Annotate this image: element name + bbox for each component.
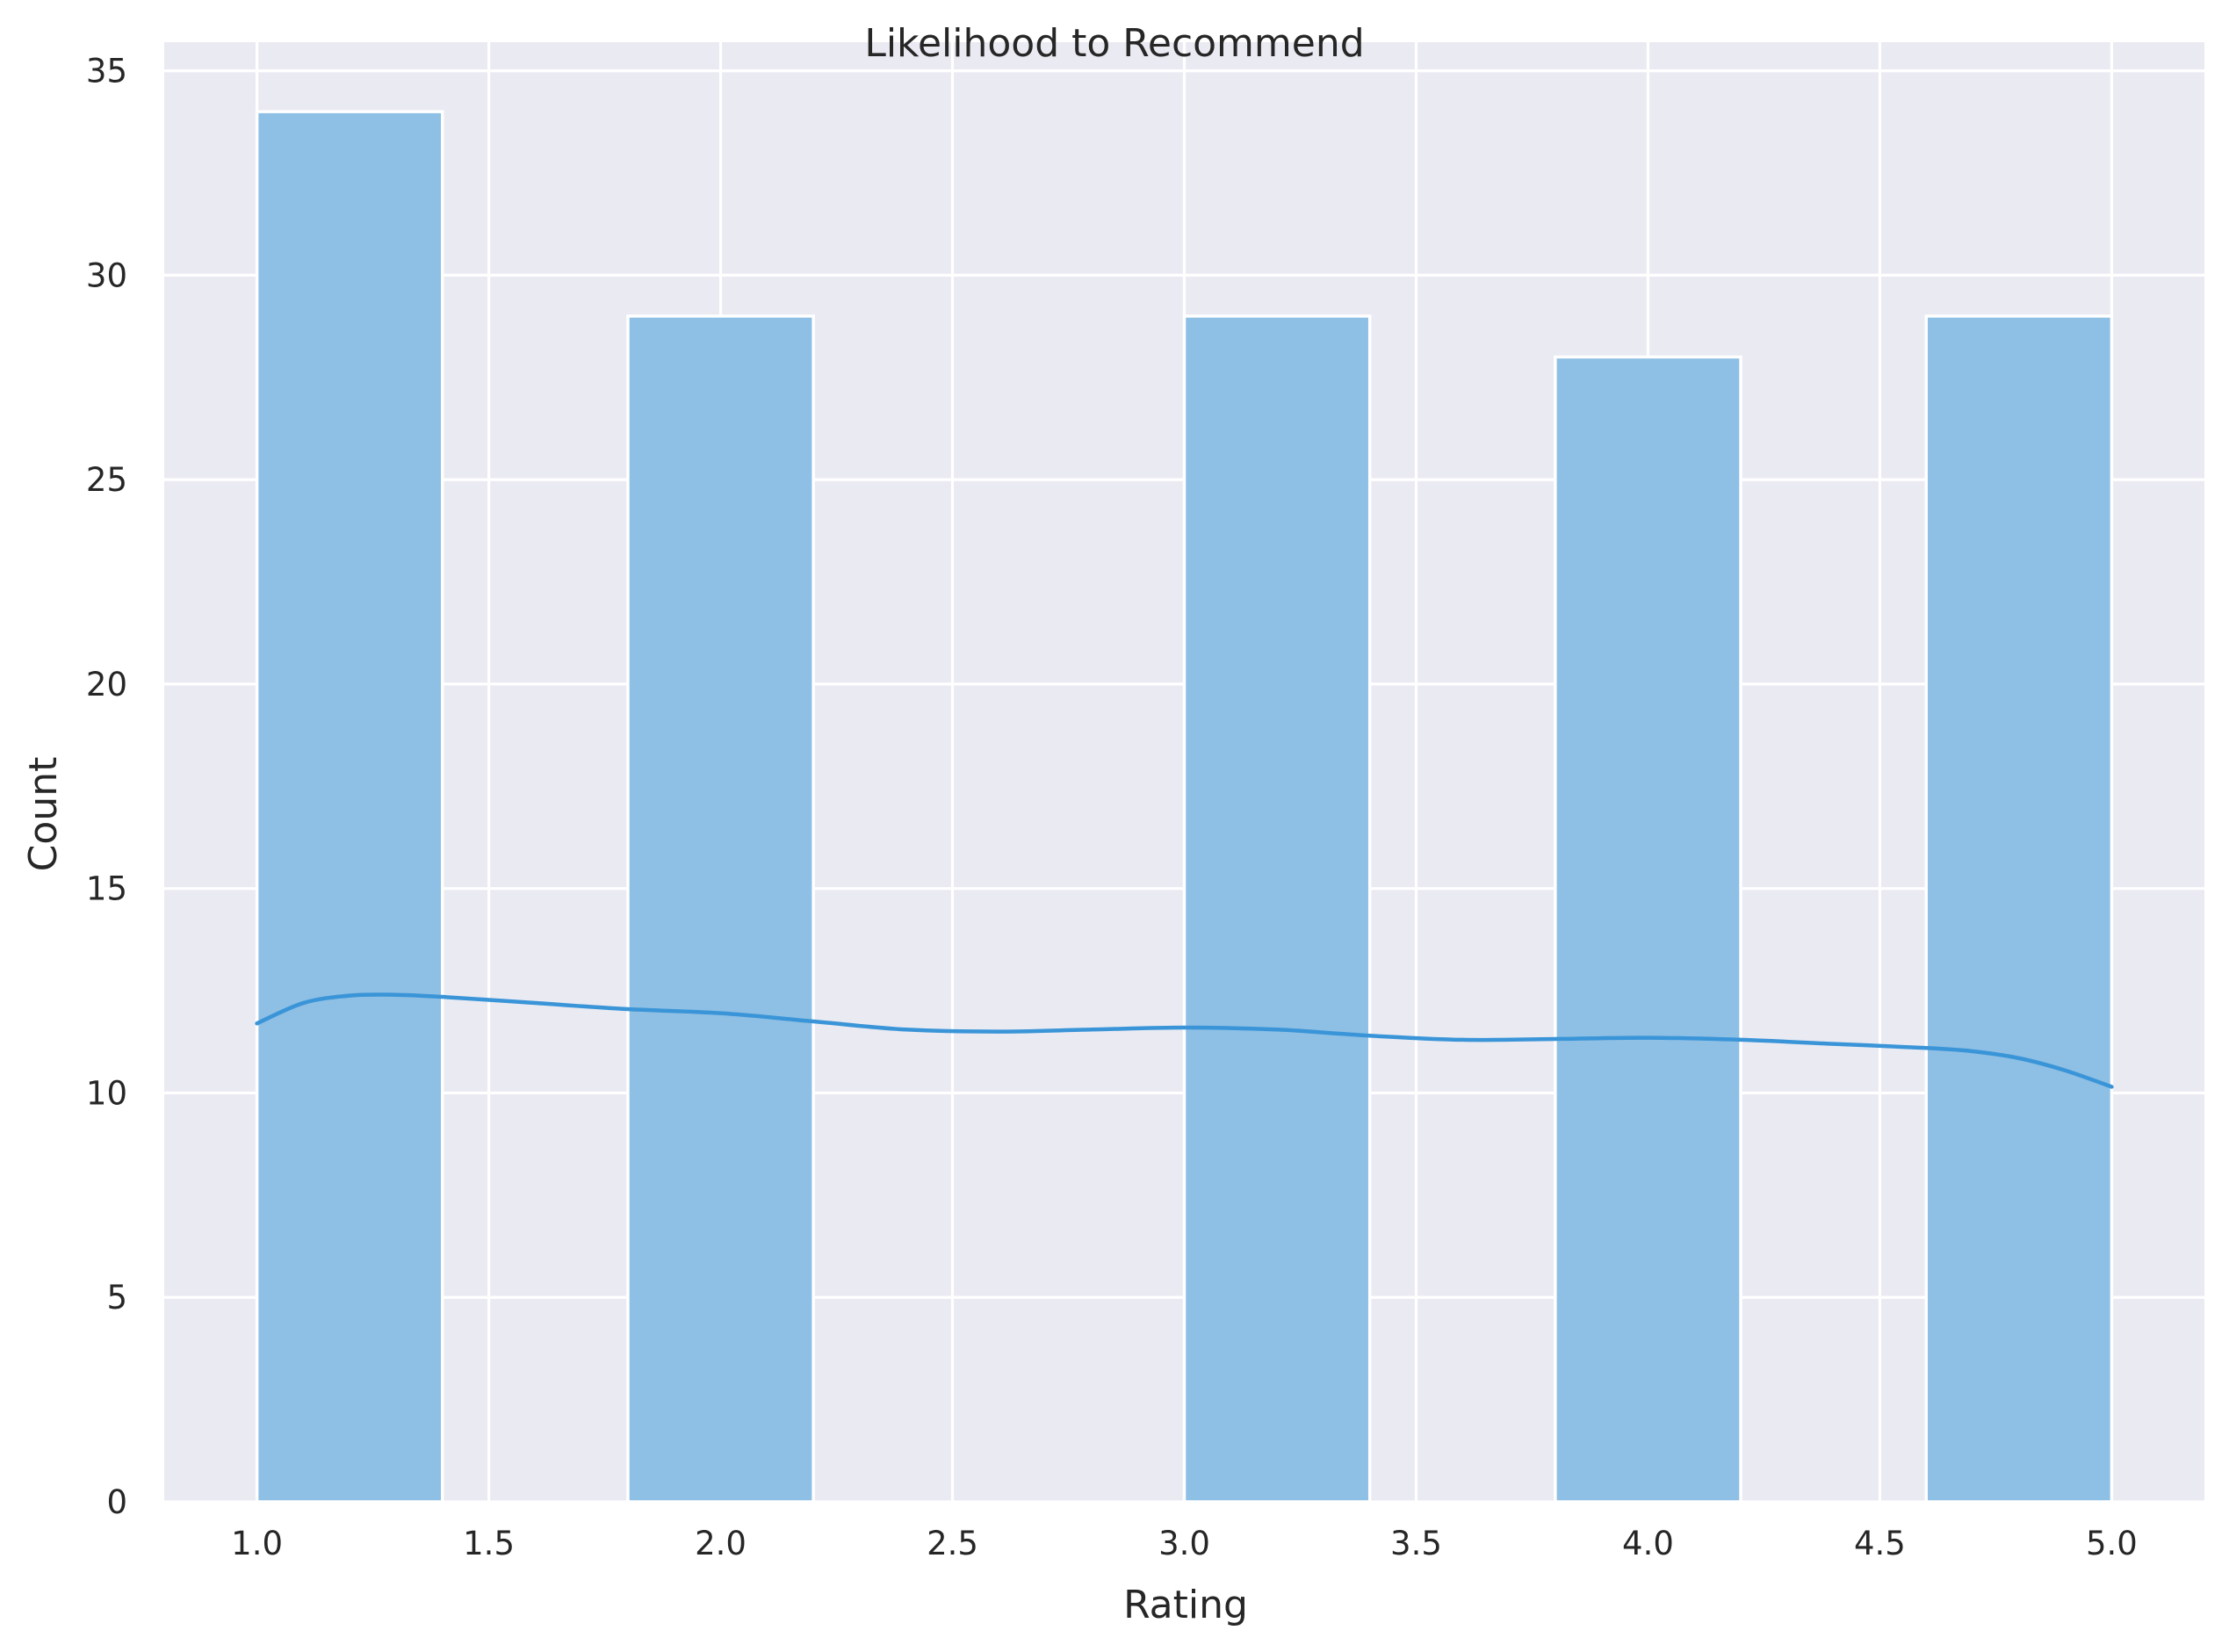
y-tick-label: 30 [86, 256, 127, 294]
histogram-bar [1554, 355, 1742, 1504]
y-tick-label: 10 [86, 1074, 127, 1112]
x-tick-label: 4.0 [1622, 1525, 1674, 1562]
x-tick-label: 2.5 [927, 1525, 978, 1562]
y-tick-label: 25 [86, 461, 127, 499]
x-tick-label: 5.0 [2086, 1525, 2138, 1562]
chart-title: Likelihood to Recommend [864, 21, 1364, 66]
histogram-bar [1924, 314, 2114, 1504]
y-axis-label: Count [21, 757, 66, 872]
y-tick-label: 35 [86, 53, 127, 90]
y-tick-label: 15 [86, 870, 127, 908]
x-tick-label: 4.5 [1854, 1525, 1906, 1562]
y-tick-label: 5 [106, 1279, 127, 1317]
axis-ticks: 1.0 1.5 2.0 2.5 3.0 3.5 4.0 4.5 5.0 0 5 10 15 20 25 30 3… [86, 53, 2138, 1562]
x-tick-label: 2.0 [695, 1525, 747, 1562]
y-tick-label: 20 [86, 666, 127, 703]
x-tick-label: 3.0 [1158, 1525, 1210, 1562]
histogram-bars [255, 110, 2114, 1504]
x-tick-label: 3.5 [1390, 1525, 1442, 1562]
x-tick-label: 1.0 [231, 1525, 283, 1562]
kde-curve-group [255, 992, 2114, 1089]
histogram-bar [1182, 314, 1372, 1504]
histogram-bar [255, 110, 444, 1504]
x-tick-label: 1.5 [463, 1525, 515, 1562]
histogram-bar [626, 314, 815, 1504]
kde-line [255, 992, 2114, 1089]
y-tick-label: 0 [106, 1483, 127, 1521]
x-axis-label: Rating [1123, 1583, 1248, 1627]
